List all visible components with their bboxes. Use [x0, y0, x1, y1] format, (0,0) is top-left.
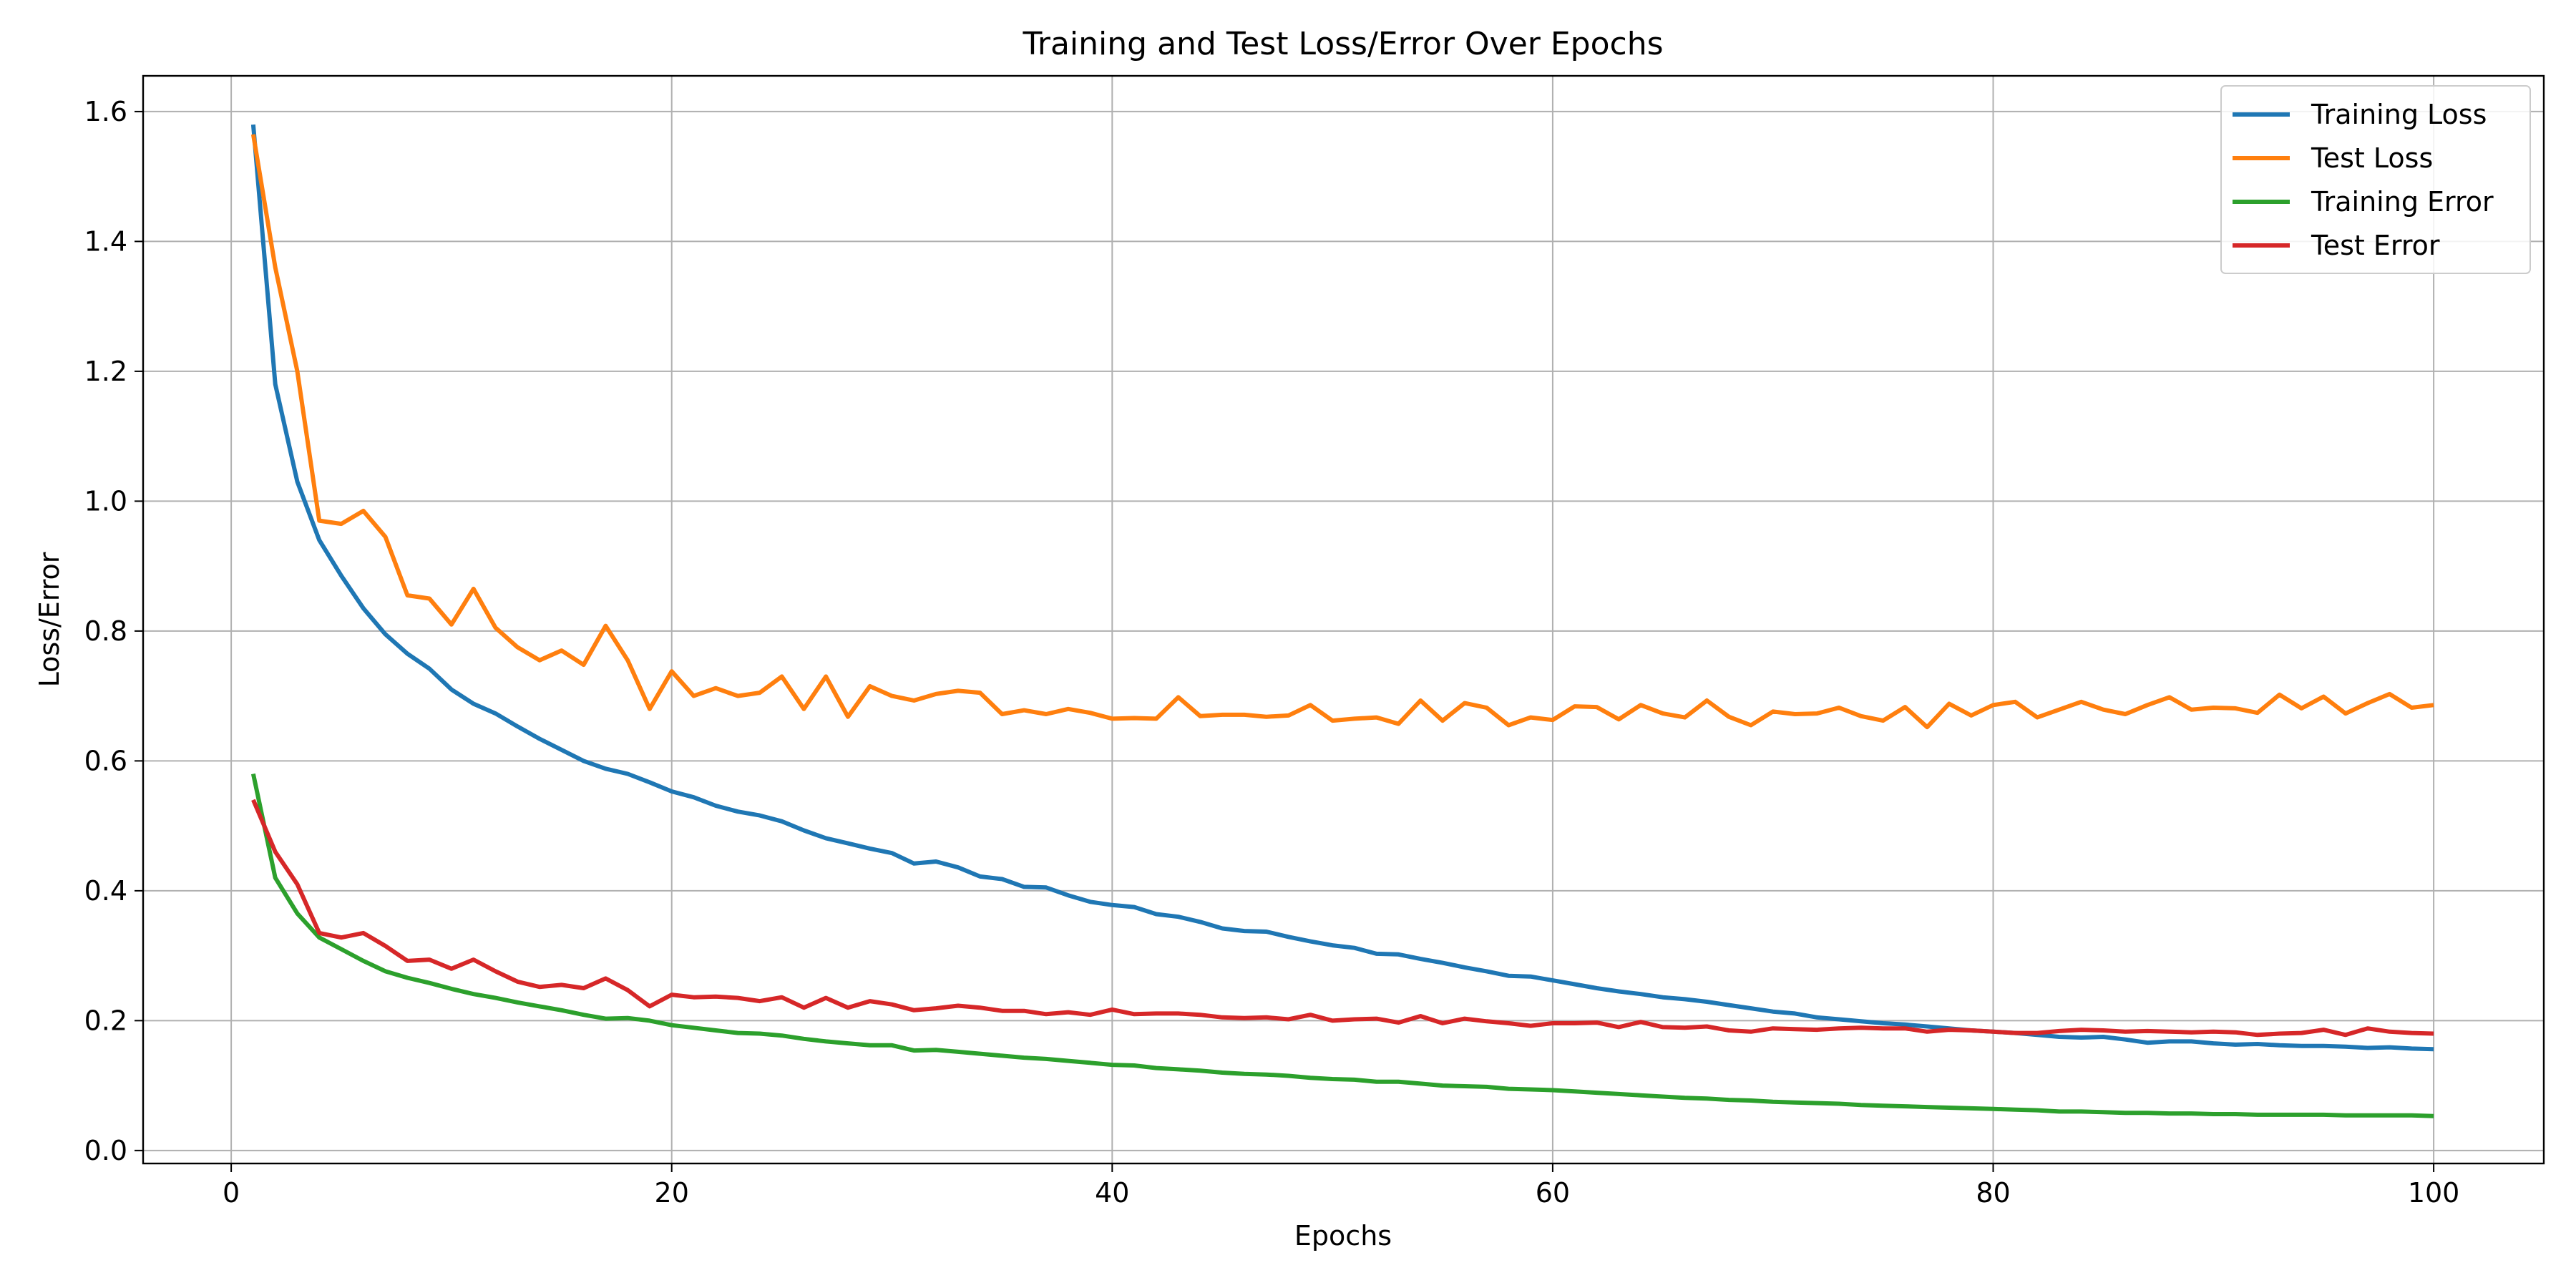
- chart-title: Training and Test Loss/Error Over Epochs: [1022, 26, 1663, 62]
- x-tick-label: 20: [655, 1177, 689, 1209]
- legend-label-training-error: Training Error: [2311, 186, 2494, 218]
- x-tick-label: 0: [223, 1177, 240, 1209]
- y-tick-label: 1.6: [84, 96, 127, 127]
- y-tick-label: 1.0: [84, 485, 127, 517]
- series-line-test-error: [251, 799, 2434, 1038]
- y-tick-label: 1.2: [84, 356, 127, 387]
- x-axis-label: Epochs: [1294, 1220, 1392, 1252]
- x-axis-ticks: 0 20 40 60 80 100: [223, 1163, 2459, 1209]
- y-tick-label: 0.8: [84, 615, 127, 647]
- x-tick-label: 80: [1976, 1177, 2010, 1209]
- y-tick-label: 1.4: [84, 225, 127, 257]
- legend-label-test-loss: Test Loss: [2311, 142, 2433, 174]
- y-tick-label: 0.4: [84, 875, 127, 907]
- series-line-training-error: [250, 773, 2434, 1118]
- x-tick-label: 60: [1536, 1177, 1570, 1209]
- y-tick-label: 0.0: [84, 1135, 127, 1166]
- series-line-test-loss: [250, 134, 2434, 730]
- legend-box: [2220, 85, 2531, 274]
- series-line-training-loss: [250, 124, 2434, 1052]
- y-axis-label: Loss/Error: [34, 552, 65, 687]
- x-tick-label: 100: [2408, 1177, 2460, 1209]
- legend-label-training-loss: Training Loss: [2311, 99, 2487, 130]
- series-layer: [250, 124, 2434, 1118]
- y-tick-label: 0.6: [84, 745, 127, 776]
- legend: Training Loss Test Loss Training Error Test…: [2220, 85, 2531, 274]
- y-tick-label: 0.2: [84, 1005, 127, 1036]
- plot-frame: [142, 74, 2545, 1165]
- x-tick-label: 40: [1095, 1177, 1129, 1209]
- y-axis-ticks: 0.0 0.2 0.4 0.6 0.8 1.0 1.2 1.4 1.6: [84, 96, 143, 1166]
- legend-label-test-error: Test Error: [2311, 230, 2440, 261]
